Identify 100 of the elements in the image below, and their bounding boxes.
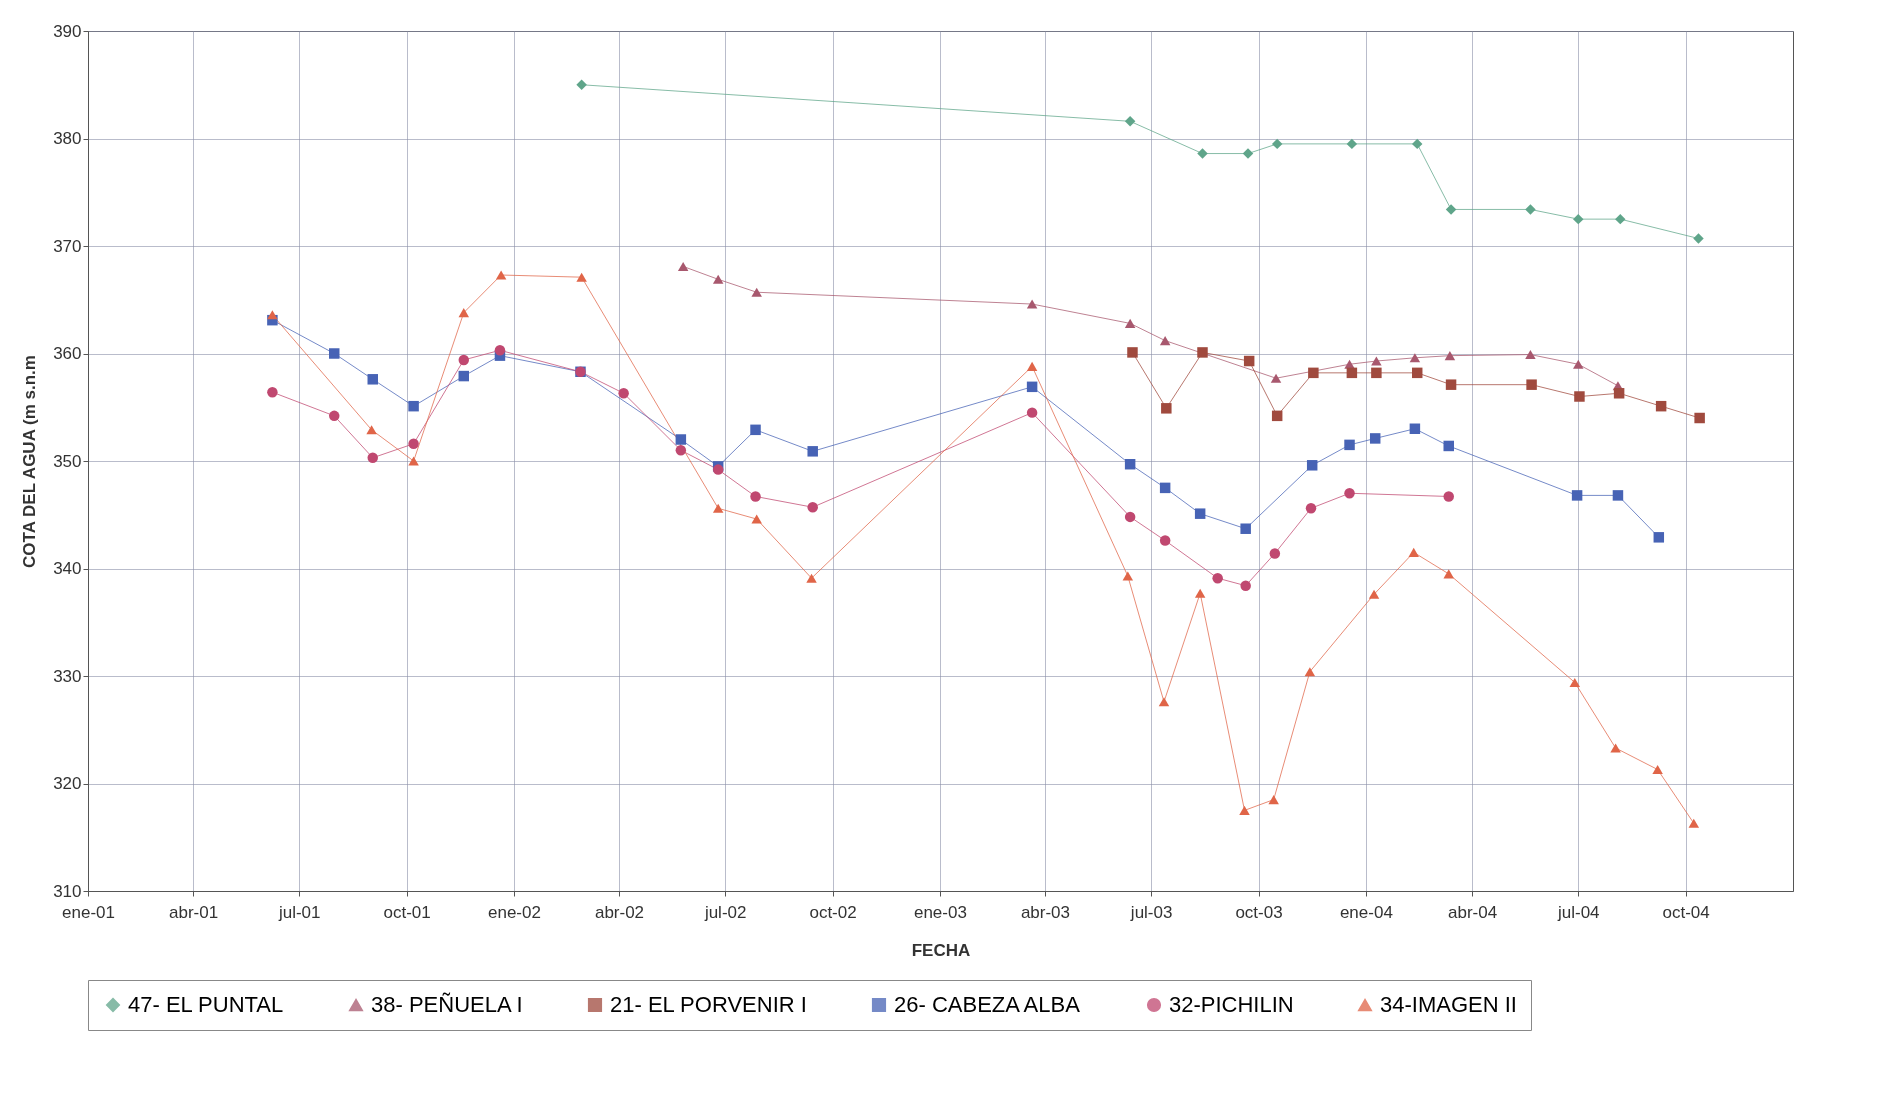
point — [1197, 347, 1208, 358]
point — [1409, 353, 1421, 363]
point — [1305, 503, 1317, 514]
y-tick-label: 340 — [53, 559, 82, 578]
point — [328, 410, 340, 422]
point — [1445, 204, 1457, 215]
point — [1304, 667, 1316, 677]
point — [1688, 818, 1700, 828]
point — [1271, 410, 1283, 422]
point — [1615, 213, 1626, 225]
point — [1574, 391, 1585, 402]
point — [1408, 547, 1419, 557]
point — [576, 79, 587, 90]
point — [806, 573, 817, 583]
point — [1127, 347, 1138, 358]
point — [712, 503, 724, 513]
y-axis-title: COTA DEL AGUA (m s.n.m — [20, 355, 40, 568]
point — [1443, 491, 1454, 502]
point — [1026, 381, 1038, 393]
x-tick-label: abr-01 — [168, 902, 219, 922]
x-tick-label: oct-01 — [383, 902, 431, 922]
point — [267, 310, 278, 320]
point — [1525, 350, 1536, 360]
x-tick-label: ene-03 — [913, 902, 967, 922]
point — [458, 370, 470, 382]
point — [1124, 318, 1136, 328]
point — [1026, 361, 1038, 371]
point — [1409, 423, 1421, 434]
point — [1371, 356, 1382, 366]
point — [1159, 336, 1171, 346]
point — [1612, 490, 1624, 501]
y-tick-label: 380 — [53, 129, 82, 148]
x-tick-label: abr-02 — [594, 902, 645, 922]
point — [1652, 764, 1663, 775]
point — [1243, 355, 1255, 367]
x-tick-label: jul-03 — [1129, 902, 1173, 922]
point — [408, 438, 419, 450]
x-tick-label: oct-03 — [1235, 902, 1283, 922]
point — [675, 445, 687, 456]
point — [1693, 233, 1704, 244]
point — [328, 348, 340, 359]
point — [1526, 379, 1537, 390]
x-axis-title: FECHA — [911, 940, 971, 960]
point — [1571, 490, 1583, 501]
y-tick-label: 310 — [53, 881, 82, 901]
x-tick-label: ene-01 — [62, 902, 115, 922]
point — [1694, 412, 1705, 424]
legend-label: 34-IMAGEN II — [1380, 992, 1517, 1017]
point — [750, 424, 761, 436]
point — [1197, 148, 1208, 159]
point — [1268, 795, 1279, 805]
y-tick-label: 330 — [53, 666, 82, 686]
point — [751, 287, 762, 297]
point — [1445, 379, 1457, 390]
point — [1124, 116, 1136, 127]
point — [1368, 589, 1380, 599]
legend-label: 38- PEÑUELA I — [371, 992, 523, 1017]
point — [1122, 571, 1134, 581]
point — [1346, 367, 1358, 379]
point — [1240, 523, 1251, 534]
point — [1161, 403, 1172, 414]
y-tick-label: 360 — [53, 344, 82, 363]
point — [1411, 367, 1423, 379]
x-tick-label: oct-02 — [809, 902, 857, 922]
legend-label: 21- EL PORVENIR I — [610, 992, 807, 1017]
point — [1242, 148, 1254, 159]
point — [1613, 388, 1625, 399]
x-tick-label: ene-04 — [1339, 902, 1393, 922]
point — [1653, 532, 1665, 543]
point — [1240, 580, 1251, 591]
point — [1443, 440, 1454, 452]
legend-label: 47- EL PUNTAL — [128, 992, 284, 1017]
point — [1411, 138, 1423, 150]
x-tick-label: oct-04 — [1662, 902, 1710, 922]
point — [1308, 367, 1319, 379]
point — [807, 501, 818, 513]
y-tick-label: 320 — [53, 774, 82, 793]
point — [576, 272, 587, 282]
x-tick-label: jul-02 — [703, 902, 747, 922]
x-tick-label: jul-04 — [1556, 902, 1600, 922]
legend-label: 26- CABEZA ALBA — [894, 992, 1081, 1017]
point — [1655, 400, 1667, 412]
point — [1158, 697, 1170, 707]
point — [1026, 407, 1038, 418]
point — [677, 261, 689, 271]
point — [1444, 351, 1456, 361]
point — [458, 354, 470, 366]
point — [675, 434, 687, 445]
x-tick-label: abr-03 — [1020, 902, 1071, 922]
point — [408, 400, 419, 412]
point — [1371, 367, 1382, 379]
x-tick-label: abr-04 — [1448, 902, 1498, 922]
point — [1569, 677, 1581, 687]
point — [807, 446, 818, 457]
point — [366, 425, 377, 435]
point — [1212, 572, 1223, 584]
point — [367, 452, 378, 464]
y-tick-label: 390 — [53, 21, 82, 41]
point — [1026, 299, 1038, 309]
point — [1239, 805, 1250, 815]
